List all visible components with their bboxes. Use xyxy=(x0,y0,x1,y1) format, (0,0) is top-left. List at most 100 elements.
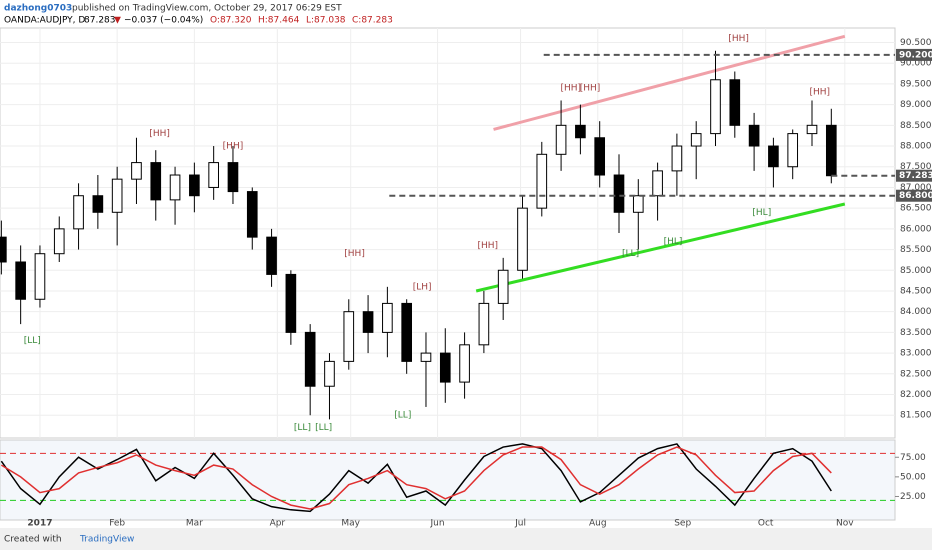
y-tick-label: 86.000 xyxy=(900,224,932,234)
candle-body xyxy=(420,352,432,362)
y-tick-label: 85.500 xyxy=(900,245,932,255)
pivot-label: [HH] xyxy=(728,34,749,44)
pivot-label: [HH] xyxy=(580,84,601,94)
candle-body xyxy=(825,124,837,177)
pivot-label: [HH] xyxy=(344,249,365,259)
level-label: 90.200 xyxy=(899,50,932,60)
candle-body xyxy=(632,195,644,213)
pivot-label: [HH] xyxy=(560,84,581,94)
y-tick-label: 82.500 xyxy=(900,369,932,379)
author[interactable]: dazhong0703 xyxy=(4,4,72,14)
y-tick-label: 25.00 xyxy=(900,492,926,502)
y-tick-label: 81.500 xyxy=(900,411,932,421)
pivot-label: [HH] xyxy=(223,142,244,152)
published: published on TradingView.com, October 29… xyxy=(72,4,342,14)
candle-body xyxy=(266,236,277,275)
candle-body xyxy=(536,153,548,209)
candle-body xyxy=(806,124,818,135)
candle-body xyxy=(671,145,683,172)
oscillator-line xyxy=(0,443,832,513)
x-tick-label: Apr xyxy=(270,519,286,529)
candle-body xyxy=(343,311,355,362)
pivot-label: [HL] xyxy=(664,237,683,247)
y-tick-label: 86.500 xyxy=(900,204,932,214)
pivot-label: [LH] xyxy=(413,282,432,292)
y-tick-label: 82.000 xyxy=(900,390,932,400)
candle-body xyxy=(0,236,7,263)
candle-body xyxy=(401,302,413,362)
x-tick-label: Jun xyxy=(430,519,445,529)
close: C:87.283 xyxy=(352,16,393,26)
candle-body xyxy=(768,145,779,168)
candle-body xyxy=(131,162,142,180)
high: H:87.464 xyxy=(258,16,300,26)
y-tick-label: 89.500 xyxy=(900,79,932,89)
candle-body xyxy=(439,352,451,383)
level-tag xyxy=(896,189,932,202)
y-tick-label: 83.500 xyxy=(900,328,932,338)
pivot-label: [LL] xyxy=(315,423,332,433)
candle-body xyxy=(111,178,123,213)
pivot-label: [LL] xyxy=(394,411,411,421)
candle-body xyxy=(73,195,84,230)
x-tick-label: Nov xyxy=(836,519,854,529)
candle-body xyxy=(729,79,741,126)
candle-body xyxy=(169,174,181,201)
candle-body xyxy=(787,133,799,168)
candle-body xyxy=(459,344,470,383)
candle-body xyxy=(710,79,721,135)
change: −0.037 (−0.04%) xyxy=(124,16,203,26)
y-tick-label: 83.000 xyxy=(900,349,932,359)
trendline xyxy=(493,34,846,131)
candle-body xyxy=(497,269,509,304)
candle-body xyxy=(613,174,625,213)
candle-body xyxy=(34,253,46,300)
y-tick-label: 84.500 xyxy=(900,286,932,296)
pivot-label: [HH] xyxy=(809,88,830,98)
candle-body xyxy=(652,170,663,197)
symbol: OANDA:AUDJPY, D xyxy=(4,16,85,26)
y-tick-label: 89.000 xyxy=(900,100,932,110)
candle-body xyxy=(478,302,490,346)
candle-body xyxy=(246,191,258,238)
candle-body xyxy=(382,302,393,333)
candle-body xyxy=(362,311,374,333)
candle-body xyxy=(53,228,65,255)
x-tick-label: Aug xyxy=(589,519,607,529)
candle-body xyxy=(227,162,239,193)
x-tick-label: 2017 xyxy=(27,519,52,529)
y-tick-label: 90.000 xyxy=(900,59,932,69)
candle-body xyxy=(92,195,104,213)
candle-body xyxy=(575,124,586,139)
x-tick-label: Oct xyxy=(758,519,774,529)
candle-body xyxy=(15,261,26,300)
candle-body xyxy=(555,124,567,155)
created-with: Created with xyxy=(4,535,62,545)
pivot-label: [HL] xyxy=(752,208,771,218)
y-tick-label: 50.00 xyxy=(900,472,926,482)
y-tick-label: 75.00 xyxy=(900,453,926,463)
oscillator-panel xyxy=(0,439,896,521)
x-tick-label: Sep xyxy=(674,519,691,529)
low: L:87.038 xyxy=(306,16,346,26)
candle-body xyxy=(304,331,316,387)
last: 87.283 xyxy=(84,16,116,26)
x-tick-label: Mar xyxy=(186,519,203,529)
x-tick-label: Jul xyxy=(514,519,526,529)
pivot-label: [HH] xyxy=(149,129,170,139)
brand[interactable]: TradingView xyxy=(79,535,134,545)
open: O:87.320 xyxy=(210,16,252,26)
pivot-label: [LL] xyxy=(24,336,41,346)
candle-body xyxy=(189,174,200,197)
x-tick-label: Feb xyxy=(109,519,125,529)
candle-body xyxy=(594,137,606,176)
level-label: 86.800 xyxy=(899,191,932,201)
y-tick-label: 87.500 xyxy=(900,162,932,172)
y-tick-label: 88.500 xyxy=(900,121,932,131)
candle-body xyxy=(285,273,297,333)
pivot-label: [LL] xyxy=(622,249,639,259)
y-tick-label: 85.000 xyxy=(900,266,932,276)
y-tick-label: 90.500 xyxy=(900,38,932,48)
footer-bar xyxy=(0,528,932,550)
